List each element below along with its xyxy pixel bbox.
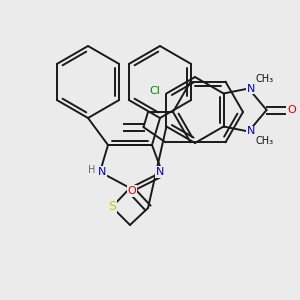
- Text: N: N: [98, 167, 106, 177]
- Text: O: O: [287, 105, 296, 115]
- Text: N: N: [156, 167, 164, 177]
- Text: H: H: [88, 165, 96, 175]
- Text: Cl: Cl: [149, 85, 160, 95]
- Text: N: N: [246, 127, 255, 136]
- Text: CH₃: CH₃: [256, 74, 274, 83]
- Text: N: N: [246, 83, 255, 94]
- Text: S: S: [108, 200, 116, 214]
- Text: CH₃: CH₃: [256, 136, 274, 146]
- Text: O: O: [128, 186, 136, 196]
